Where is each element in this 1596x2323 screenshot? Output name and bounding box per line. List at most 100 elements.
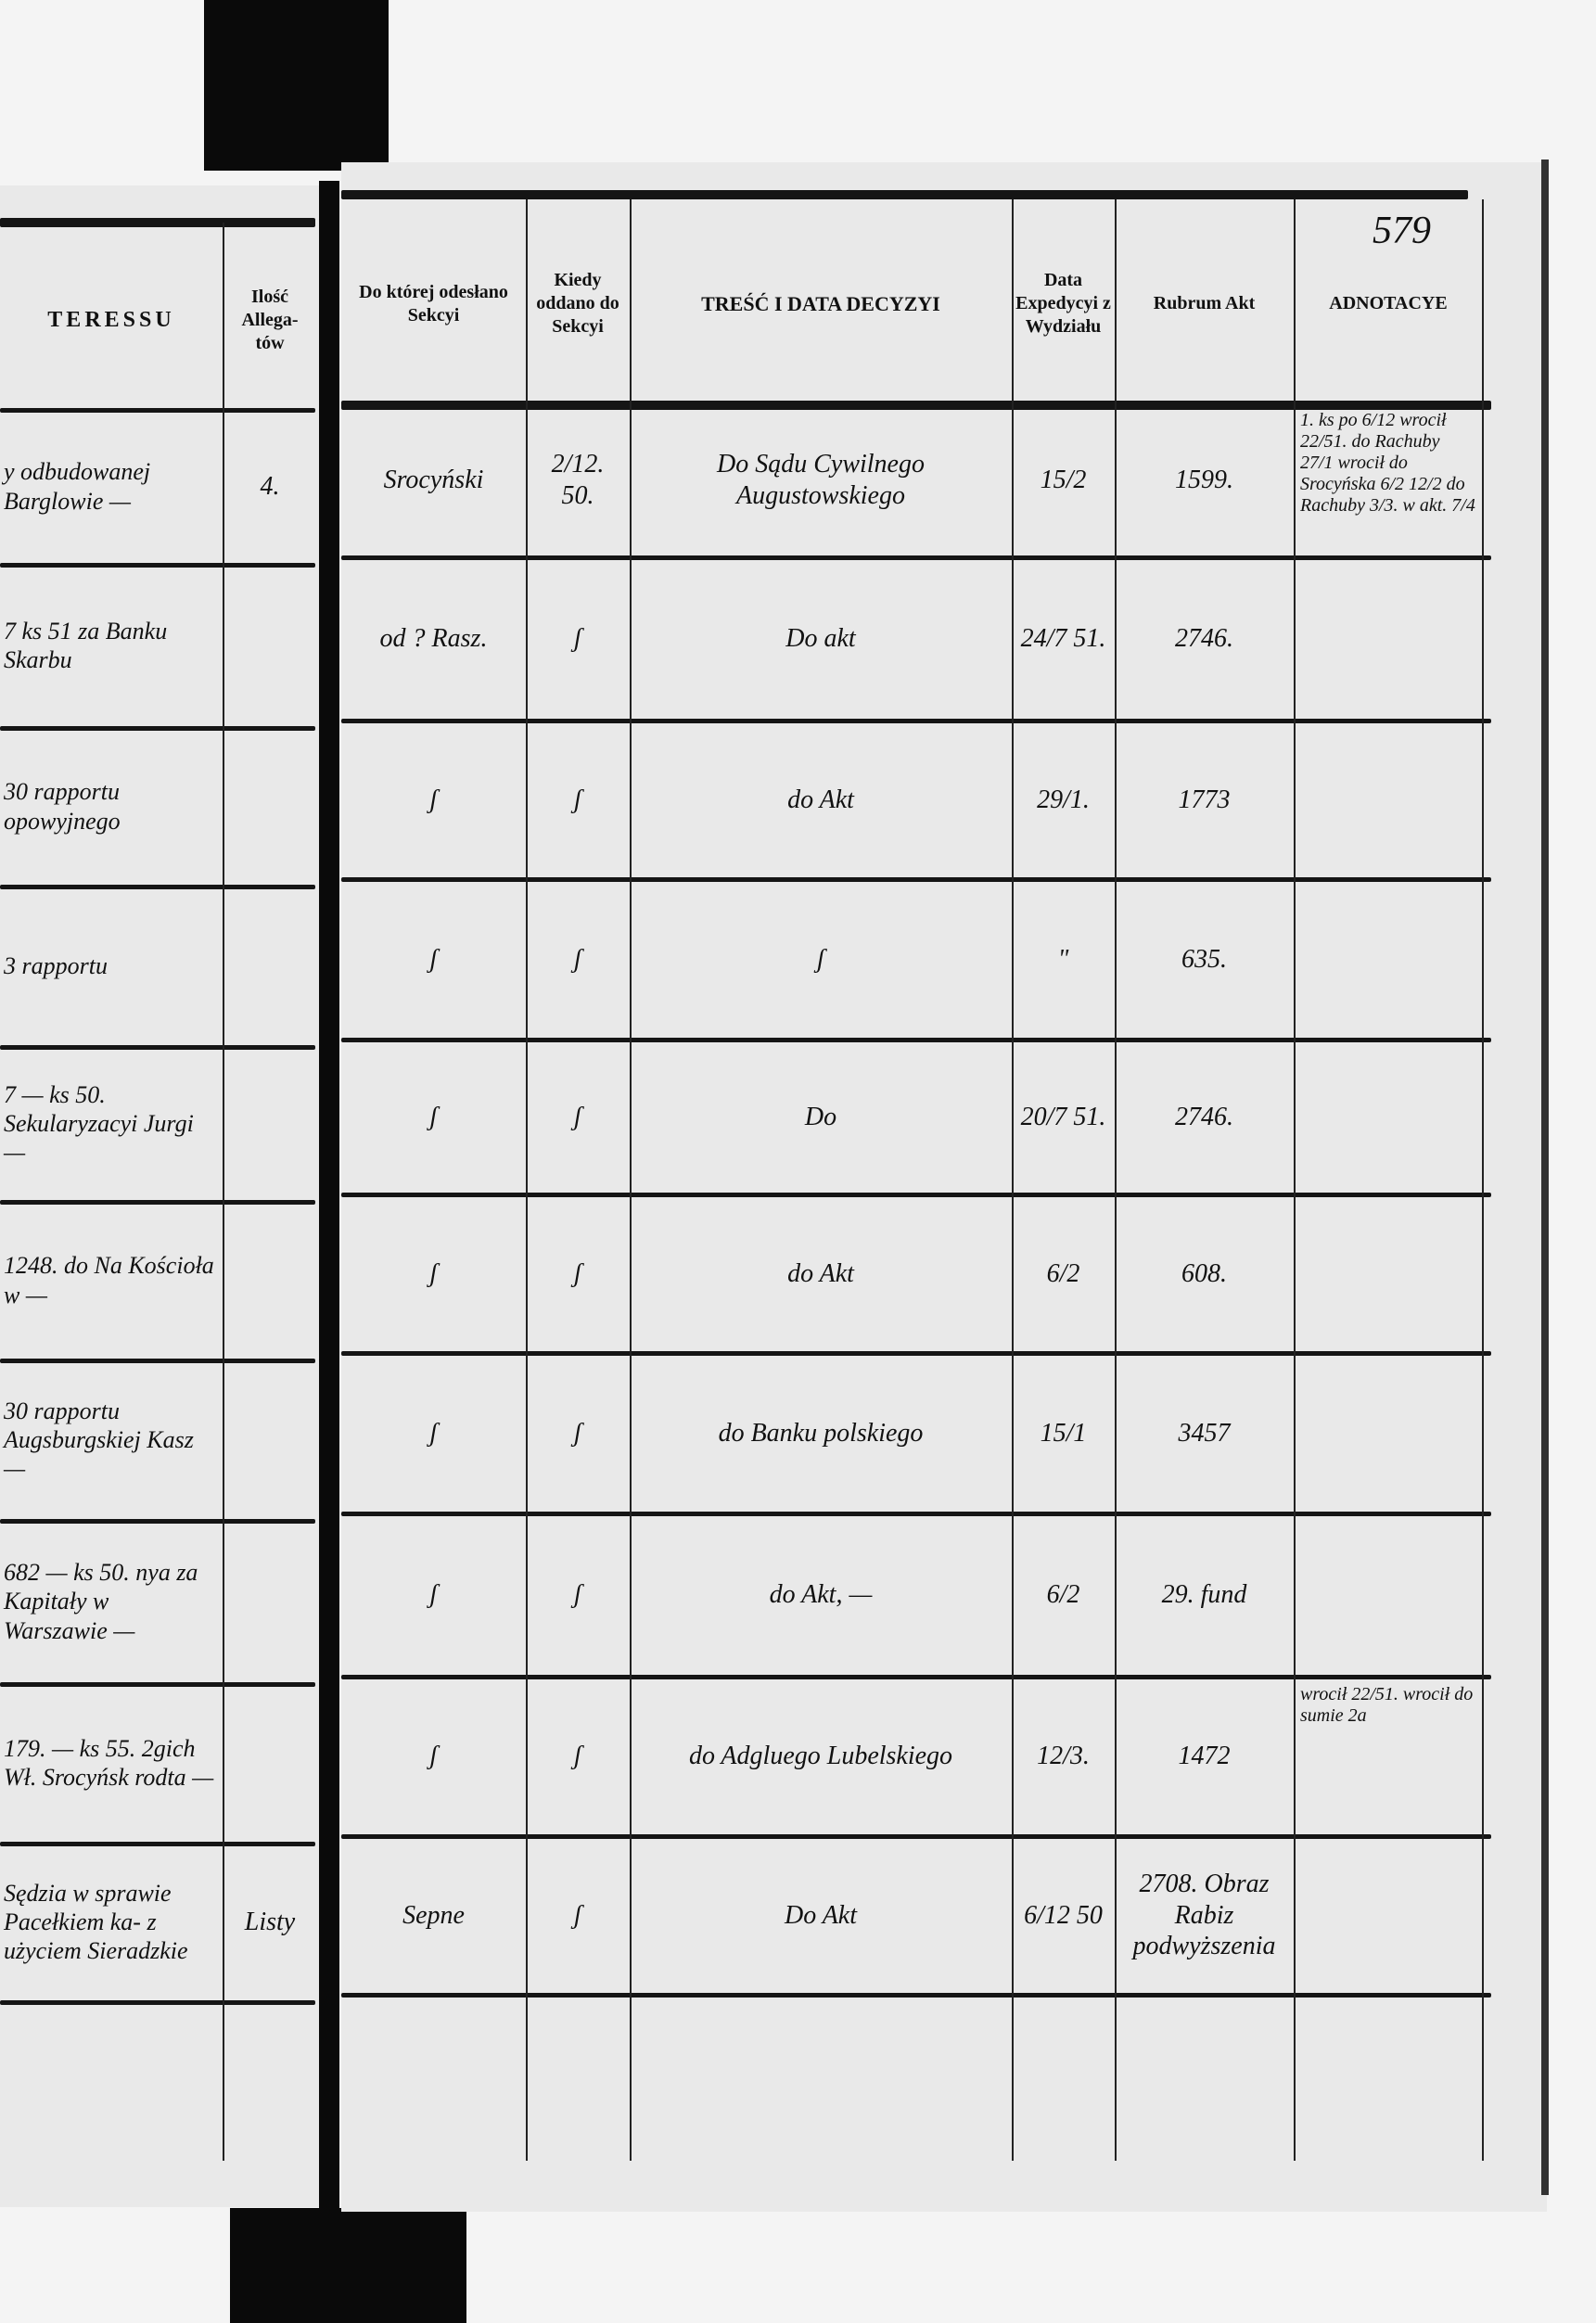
left-entry-count xyxy=(225,1364,314,1515)
cell-expedition: 12/3. xyxy=(1037,1742,1090,1771)
column-rule xyxy=(1482,199,1484,2161)
cell-when: ʃ xyxy=(573,785,582,814)
book-spine xyxy=(319,181,339,2212)
left-column-rule xyxy=(223,223,224,2161)
right-page xyxy=(341,162,1547,2212)
left-entry-text: 7 — ks 50. Sekularyzacyi Jurgi — xyxy=(4,1080,194,1167)
row-rule xyxy=(341,401,1491,410)
left-entry-text: Sędzia w sprawie Pacełkiem ka- z użyciem… xyxy=(4,1879,188,1965)
row-rule xyxy=(341,1993,1491,1998)
row-rule xyxy=(341,719,1491,723)
cell-annotations xyxy=(1296,1198,1479,1349)
cell-decision: Do akt xyxy=(785,624,856,654)
left-row-rule xyxy=(0,1045,315,1050)
left-entry-count xyxy=(225,732,314,881)
cell-when: ʃ xyxy=(573,1580,582,1610)
cell-decision: Do Sądu Cywilnego Augustowskiego xyxy=(717,449,925,510)
row-rule xyxy=(341,1038,1491,1042)
left-row-rule xyxy=(0,726,315,731)
cell-expedition: 15/1 xyxy=(1040,1418,1087,1448)
cell-annotations xyxy=(1296,724,1479,875)
left-entry-count xyxy=(225,890,314,1041)
left-entry-text: 179. — ks 55. 2gich Wł. Srocyńsk rodta — xyxy=(4,1734,214,1791)
left-entry-count xyxy=(225,1206,314,1355)
left-entry-count: 4. xyxy=(260,471,280,501)
cell-rubrum: 2746. xyxy=(1175,624,1233,654)
cell-rubrum: 3457 xyxy=(1178,1418,1231,1448)
left-row-rule xyxy=(0,1200,315,1205)
left-entry-count xyxy=(225,1051,314,1196)
left-entry-count xyxy=(225,1525,314,1678)
cell-expedition: 15/2 xyxy=(1040,465,1087,494)
cell-when: 2/12. 50. xyxy=(551,449,605,510)
cell-decision: do Akt, — xyxy=(769,1580,873,1610)
left-entry-text: 682 — ks 50. nya za Kapitały w Warszawie… xyxy=(4,1559,198,1644)
cell-when: ʃ xyxy=(573,1102,582,1131)
cell-when: ʃ xyxy=(573,1418,582,1448)
left-entry-count: Listy xyxy=(244,1907,296,1936)
cell-decision: do Adgluego Lubelskiego xyxy=(688,1742,953,1771)
cell-when: ʃ xyxy=(573,944,582,974)
header-rubrum: Rubrum Akt xyxy=(1153,293,1256,313)
left-entry-count xyxy=(225,568,314,722)
left-entry-count xyxy=(225,1688,314,1838)
cell-expedition: 24/7 51. xyxy=(1020,624,1106,654)
cell-annotations xyxy=(1296,1517,1479,1673)
right-page-edge xyxy=(1541,160,1549,2195)
cell-expedition: 6/2 xyxy=(1046,1258,1080,1288)
left-row-rule xyxy=(0,2000,315,2005)
cell-section: ʃ xyxy=(429,1418,438,1448)
cell-decision: do Akt xyxy=(787,1258,854,1288)
cell-section: ʃ xyxy=(429,785,438,814)
row-rule xyxy=(341,1834,1491,1839)
cell-annotations: 1. ks po 6/12 wrocił 22/51. do Rachuby 2… xyxy=(1300,410,1475,516)
left-entry-text: 30 rapportu Augsburgskiej Kasz — xyxy=(4,1397,194,1483)
cell-expedition: " xyxy=(1057,944,1069,974)
column-rule xyxy=(630,199,632,2161)
left-entry-text: 1248. do Na Kościoła w — xyxy=(4,1252,214,1308)
row-rule xyxy=(341,877,1491,882)
header-section: Do której odesłano Sekcyi xyxy=(359,281,508,325)
column-rule xyxy=(526,199,528,2161)
cell-rubrum: 29. fund xyxy=(1161,1580,1247,1610)
cell-decision: Do Akt xyxy=(784,1900,858,1930)
cell-decision: do Banku polskiego xyxy=(718,1418,924,1448)
cell-rubrum: 635. xyxy=(1181,944,1227,974)
cell-annotations xyxy=(1296,1043,1479,1191)
scan-black-margin-top xyxy=(204,0,389,171)
scan-black-margin-bottom xyxy=(230,2208,466,2323)
cell-when: ʃ xyxy=(573,1900,582,1930)
left-header-top-rule xyxy=(0,218,315,227)
left-row-rule xyxy=(0,1359,315,1363)
left-row-rule xyxy=(0,1682,315,1687)
cell-section: ʃ xyxy=(429,1742,438,1771)
left-header-interest: TERESSU xyxy=(47,308,175,332)
row-rule xyxy=(341,1193,1491,1197)
cell-decision: ʃ xyxy=(816,944,825,974)
page-number: 579 xyxy=(1373,210,1431,252)
cell-annotations xyxy=(1296,561,1479,717)
column-rule xyxy=(1115,199,1117,2161)
column-rule xyxy=(1294,199,1296,2161)
cell-rubrum: 608. xyxy=(1181,1258,1227,1288)
cell-expedition: 6/12 50 xyxy=(1024,1900,1103,1930)
cell-section: ʃ xyxy=(429,1580,438,1610)
cell-when: ʃ xyxy=(573,1258,582,1288)
column-rule xyxy=(1012,199,1014,2161)
cell-section: Srocyński xyxy=(383,465,484,494)
cell-rubrum: 1773 xyxy=(1178,785,1231,814)
cell-expedition: 29/1. xyxy=(1037,785,1090,814)
cell-annotations: wrocił 22/51. wrocił do sumie 2a xyxy=(1300,1684,1474,1726)
left-row-rule xyxy=(0,408,315,413)
cell-rubrum: 1472 xyxy=(1178,1742,1231,1771)
left-row-rule xyxy=(0,1519,315,1524)
cell-when: ʃ xyxy=(573,1742,582,1771)
cell-when: ʃ xyxy=(573,624,582,654)
cell-expedition: 20/7 51. xyxy=(1020,1102,1106,1131)
header-top-rule xyxy=(341,190,1468,199)
cell-section: Sepne xyxy=(402,1900,465,1930)
left-header-allegata: Ilość Allega-tów xyxy=(241,286,299,353)
cell-annotations xyxy=(1296,1357,1479,1510)
row-rule xyxy=(341,555,1491,560)
left-entry-text: 3 rapportu xyxy=(4,951,108,979)
